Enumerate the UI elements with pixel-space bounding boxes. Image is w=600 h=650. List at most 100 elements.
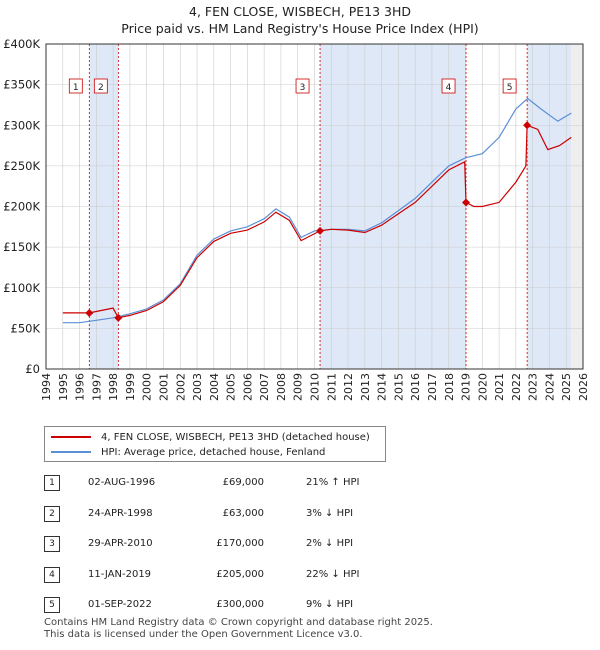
- table-row: 5 01-SEP-2022 £300,000 9% ↓ HPI: [44, 597, 584, 615]
- x-tick-label: 1998: [107, 373, 120, 401]
- hpi-series-line: [62, 97, 572, 324]
- x-tick-label: 2020: [476, 373, 489, 401]
- sale-price: £300,000: [216, 599, 264, 610]
- chart-subtitle: Price paid vs. HM Land Registry's House …: [121, 21, 479, 36]
- x-tick-label: 2005: [225, 373, 238, 401]
- sale-box-label: 4: [446, 83, 452, 93]
- table-row: 3 29-APR-2010 £170,000 2% ↓ HPI: [44, 536, 584, 554]
- x-tick-label: 2025: [560, 373, 573, 401]
- x-tick-label: 2023: [527, 373, 540, 401]
- x-tick-label: 2013: [359, 373, 372, 401]
- y-tick-label: £150K: [3, 240, 40, 254]
- plot-frame: [45, 43, 584, 370]
- y-tick-label: £250K: [3, 159, 40, 173]
- x-tick-label: 2002: [174, 373, 187, 401]
- table-row: 2 24-APR-1998 £63,000 3% ↓ HPI: [44, 506, 584, 524]
- y-tick-label: £350K: [3, 78, 40, 92]
- row-number-badge: 5: [44, 597, 60, 613]
- hpi-difference: 3% ↓ HPI: [306, 508, 354, 519]
- hpi-difference: 2% ↓ HPI: [306, 538, 354, 549]
- y-tick-label: £200K: [3, 200, 40, 214]
- row-number-badge: 3: [44, 536, 60, 552]
- sale-price: £205,000: [216, 569, 264, 580]
- x-tick-label: 2014: [376, 373, 389, 401]
- sale-box-frame: [295, 78, 310, 94]
- sale-date: 29-APR-2010: [88, 538, 153, 549]
- x-tick-label: 2009: [292, 373, 305, 401]
- sale-date: 01-SEP-2022: [88, 599, 152, 610]
- sale-box-label: 2: [98, 83, 104, 93]
- row-number-badge: 1: [44, 475, 60, 491]
- x-tick-label: 2022: [510, 373, 523, 401]
- footer-licence: This data is licensed under the Open Gov…: [44, 629, 363, 640]
- x-tick-label: 2011: [325, 373, 338, 401]
- legend-item-property: 4, FEN CLOSE, WISBECH, PE13 3HD (detache…: [51, 430, 370, 444]
- table-row: 4 11-JAN-2019 £205,000 22% ↓ HPI: [44, 567, 584, 585]
- sale-box-label: 5: [507, 83, 513, 93]
- x-tick-label: 2016: [409, 373, 422, 401]
- chart-title: 4, FEN CLOSE, WISBECH, PE13 3HD: [189, 4, 411, 19]
- x-tick-label: 2000: [141, 373, 154, 401]
- legend: 4, FEN CLOSE, WISBECH, PE13 3HD (detache…: [44, 426, 386, 462]
- sale-point: [114, 313, 123, 322]
- x-tick-label: 2001: [157, 373, 170, 401]
- sale-number-box: 4: [441, 78, 456, 94]
- x-tick-label: 2026: [577, 373, 590, 401]
- sale-point: [316, 226, 325, 235]
- hpi-difference: 21% ↑ HPI: [306, 477, 360, 488]
- hpi-difference: 9% ↓ HPI: [306, 599, 354, 610]
- property-series-line: [62, 124, 572, 319]
- footer-copyright: Contains HM Land Registry data © Crown c…: [44, 617, 433, 628]
- x-tick-label: 1994: [40, 373, 53, 401]
- hpi-difference: 22% ↓ HPI: [306, 569, 360, 580]
- x-tick-label: 2018: [443, 373, 456, 401]
- x-tick-label: 2012: [342, 373, 355, 401]
- x-tick-label: 2006: [241, 373, 254, 401]
- sale-box-frame: [441, 78, 456, 94]
- sale-price: £63,000: [222, 508, 264, 519]
- y-tick-label: £100K: [3, 281, 40, 295]
- y-tick-label: £50K: [11, 321, 41, 335]
- price-chart: 1 2 3 4 5 £0 £50K £100K £150K £200K £250K £300K £35…: [3, 37, 590, 401]
- legend-label-hpi: HPI: Average price, detached house, Fenl…: [101, 446, 326, 458]
- x-tick-label: 2010: [309, 373, 322, 401]
- x-tick-label: 2024: [543, 373, 556, 401]
- legend-label-property: 4, FEN CLOSE, WISBECH, PE13 3HD (detache…: [101, 431, 370, 443]
- table-row: 1 02-AUG-1996 £69,000 21% ↑ HPI: [44, 475, 584, 493]
- x-tick-label: 2003: [191, 373, 204, 401]
- sale-number-box: 2: [93, 78, 108, 94]
- x-tick-label: 2021: [493, 373, 506, 401]
- y-tick-label: £300K: [3, 118, 40, 132]
- sale-number-box: 3: [295, 78, 310, 94]
- sale-number-box: 5: [502, 78, 517, 94]
- row-number-badge: 2: [44, 506, 60, 522]
- row-number-badge: 4: [44, 567, 60, 583]
- x-tick-label: 2019: [460, 373, 473, 401]
- sale-price: £170,000: [216, 538, 264, 549]
- sale-price: £69,000: [222, 477, 264, 488]
- x-tick-label: 1995: [57, 373, 70, 401]
- sale-date: 02-AUG-1996: [88, 477, 156, 488]
- sale-box-label: 1: [73, 83, 79, 93]
- sale-date: 24-APR-1998: [88, 508, 153, 519]
- sale-box-frame: [502, 78, 517, 94]
- x-tick-label: 2004: [208, 373, 221, 401]
- legend-item-hpi: HPI: Average price, detached house, Fenl…: [51, 445, 325, 459]
- sale-box-frame: [68, 78, 83, 94]
- x-tick-label: 2017: [426, 373, 439, 401]
- x-tick-label: 2015: [392, 373, 405, 401]
- y-tick-label: £400K: [3, 37, 40, 51]
- sale-point: [462, 198, 471, 207]
- sale-box-frame: [93, 78, 108, 94]
- sale-date: 11-JAN-2019: [88, 569, 152, 580]
- x-tick-label: 2007: [258, 373, 271, 401]
- x-tick-label: 2008: [275, 373, 288, 401]
- y-tick-label: £0: [25, 362, 40, 376]
- legend-swatch-property: [51, 436, 91, 438]
- x-tick-label: 1997: [90, 373, 103, 401]
- sale-box-label: 3: [300, 83, 306, 93]
- x-tick-label: 1999: [124, 373, 137, 401]
- sale-number-box: 1: [68, 78, 83, 94]
- sale-point: [523, 121, 532, 130]
- sale-point: [85, 308, 94, 317]
